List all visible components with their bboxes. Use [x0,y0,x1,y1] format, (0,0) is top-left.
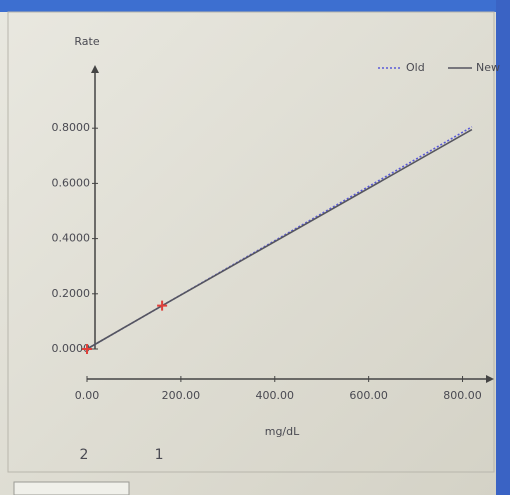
plot: 0.0000 0.2000 0.4000 0.6000 0.8000 0.00 200.00… [52,61,501,463]
y-tick-label: 0.0000 [52,342,91,355]
title-bar [0,0,510,12]
x-tick-label: 800.00 [443,389,482,402]
tab[interactable] [13,481,130,495]
y-axis-arrow [91,65,99,73]
x-tick-label: 600.00 [349,389,388,402]
legend-label: Old [406,61,425,74]
y-axis-title: Rate [74,35,99,48]
x-axis-title: mg/dL [265,425,300,438]
y-tick-label: 0.2000 [52,287,91,300]
x-tick-label: 200.00 [162,389,201,402]
calibration-point [157,300,168,311]
y-tick-label: 0.6000 [52,176,91,189]
window-edge [496,0,510,495]
panel [7,11,495,473]
calibration-point [82,344,92,354]
calibration-label: 1 [155,447,164,463]
x-tick-label: 400.00 [256,389,295,402]
x-axis-arrow [486,375,494,383]
y-tick-label: 0.4000 [52,232,91,245]
y-tick-label: 0.8000 [52,121,91,134]
x-tick-label: 0.00 [75,389,100,402]
calibration-label: 2 [80,447,89,463]
legend-label: New [476,61,500,74]
